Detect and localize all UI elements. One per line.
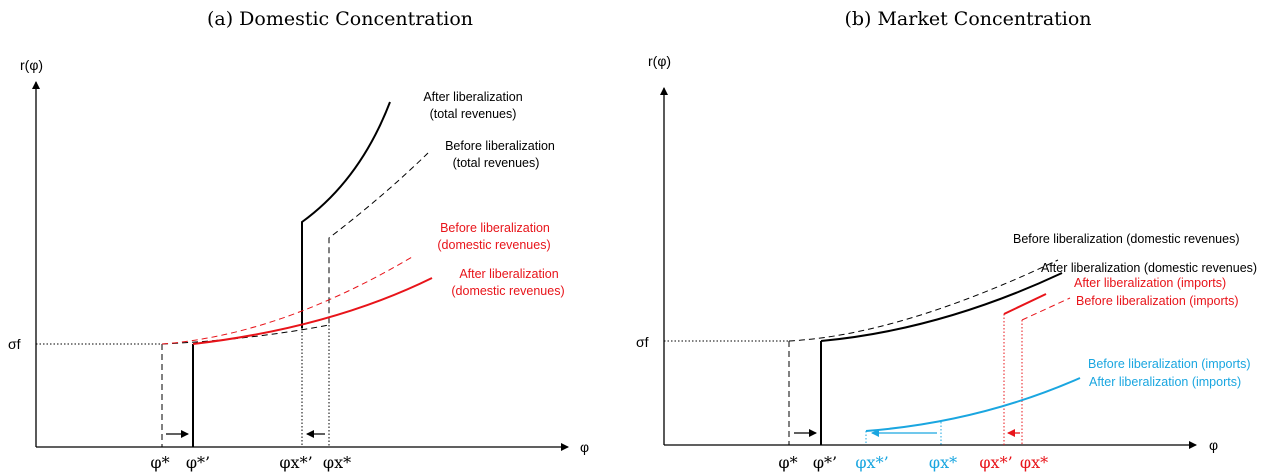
panel-b: (b) Market Concentration r(φ) φ σf Befor… <box>636 8 1257 472</box>
panel-b-before-domestic-curve <box>788 259 1059 342</box>
panel-a-before-total-label-1: Before liberalization <box>445 139 555 153</box>
panel-a-after-domestic-curve <box>192 277 433 345</box>
panel-b-sigma-f-label: σf <box>636 334 649 350</box>
panel-b-before-imports-red-label: Before liberalization (imports) <box>1076 294 1239 308</box>
panel-a-after-domestic-label-2: (domestic revenues) <box>451 284 564 298</box>
panel-a-before-total-curve <box>161 152 429 345</box>
panel-a-title: (a) Domestic Concentration <box>207 8 473 30</box>
panel-a: (a) Domestic Concentration r(φ) φ σf Aft… <box>8 8 589 472</box>
panel-a-after-total-curve <box>301 101 391 328</box>
panel-b-before-imports-red-curve <box>1021 297 1071 321</box>
panel-b-before-domestic-label: Before liberalization (domestic revenues… <box>1013 232 1240 246</box>
panel-b-tick-phi-x-star-red: φx* <box>1020 453 1048 472</box>
panel-b-after-domestic-curve <box>820 272 1063 342</box>
panel-b-before-imports-blue-label: Before liberalization (imports) <box>1088 357 1251 371</box>
panel-a-before-domestic-curve <box>161 256 413 345</box>
panel-a-before-total-label-2: (total revenues) <box>453 156 540 170</box>
panel-b-tick-phi-x-star-prime-blue: φx*’ <box>855 453 888 472</box>
panel-a-after-total-label-1: After liberalization <box>423 90 522 104</box>
panel-a-tick-phi-star: φ* <box>150 453 169 472</box>
panel-b-after-imports-blue-label: After liberalization (imports) <box>1089 375 1241 389</box>
panel-b-after-imports-red-curve <box>1003 293 1047 315</box>
panel-a-sigma-f-label: σf <box>8 336 21 352</box>
panel-b-after-domestic-label: After liberalization (domestic revenues) <box>1041 261 1257 275</box>
panel-b-x-axis-label: φ <box>1209 437 1218 453</box>
panel-b-title: (b) Market Concentration <box>844 8 1091 30</box>
panel-b-after-imports-red-label: After liberalization (imports) <box>1074 276 1226 290</box>
panel-a-after-domestic-label-1: After liberalization <box>459 267 558 281</box>
panel-a-before-domestic-label-2: (domestic revenues) <box>437 238 550 252</box>
panel-b-tick-phi-x-star-blue: φx* <box>929 453 957 472</box>
panel-b-imports-blue-curve <box>865 377 1081 432</box>
panel-a-tick-phi-x-star-prime: φx*’ <box>279 453 312 472</box>
panel-a-tick-phi-star-prime: φ*’ <box>186 453 210 472</box>
panel-a-before-domestic-label-1: Before liberalization <box>440 221 550 235</box>
panel-a-y-axis-label: r(φ) <box>20 57 43 73</box>
panel-b-y-axis-label: r(φ) <box>648 53 671 69</box>
panel-b-tick-phi-star: φ* <box>778 453 797 472</box>
panel-b-tick-phi-x-star-prime-red: φx*’ <box>979 453 1012 472</box>
panel-b-tick-phi-star-prime: φ*’ <box>813 453 837 472</box>
panel-a-tick-phi-x-star: φx* <box>323 453 351 472</box>
panel-a-x-axis-label: φ <box>580 439 589 455</box>
panel-a-after-total-label-2: (total revenues) <box>430 107 517 121</box>
